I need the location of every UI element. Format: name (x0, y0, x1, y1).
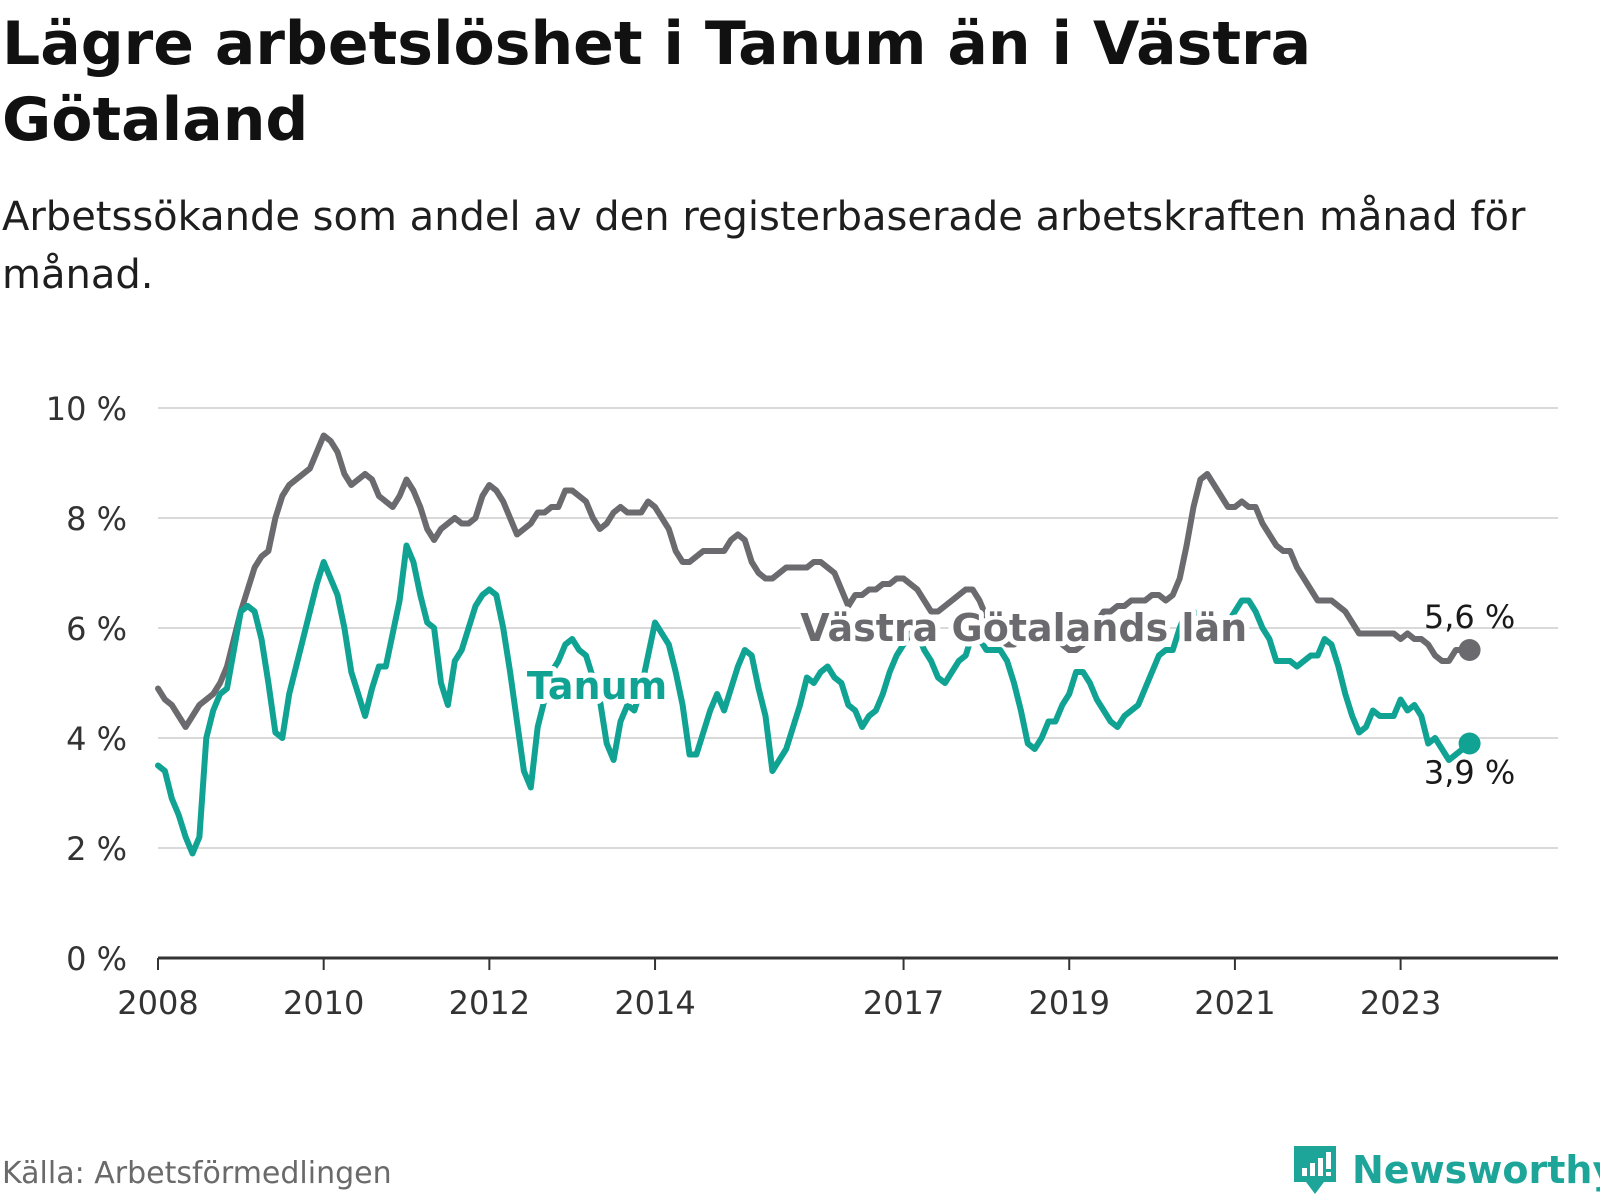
x-tick-label: 2008 (117, 984, 198, 1022)
series-line-tanum (155, 542, 1473, 857)
series-label-vg: Västra Götalands län (800, 606, 1247, 650)
x-tick-label: 2012 (449, 984, 530, 1022)
end-label-vg: 5,6 % (1424, 598, 1515, 636)
series-labels: 5,6 % 3,9 % Tanum Västra Götalands län (522, 598, 1515, 792)
brand-logo[interactable]: Newsworthy (1290, 1142, 1600, 1198)
x-tick-label: 2014 (614, 984, 695, 1022)
y-tick-label: 10 % (46, 390, 127, 428)
end-point-vg (1458, 639, 1481, 661)
x-tick-label: 2019 (1029, 984, 1110, 1022)
x-tick-label: 2021 (1194, 984, 1275, 1022)
chart-title: Lägre arbetslöshet i Tanum än i Västra G… (2, 9, 1312, 155)
line-chart: 0 % 2 % 4 % 6 % 8 % 10 % 2008 2010 2012 2014 2017… (46, 390, 1558, 1022)
end-point-tanum (1458, 732, 1481, 755)
y-axis: 0 % 2 % 4 % 6 % 8 % 10 % (46, 390, 127, 978)
y-tick-label: 2 % (66, 830, 127, 868)
y-tick-label: 0 % (66, 940, 127, 978)
x-axis: 2008 2010 2012 2014 2017 2019 2021 2023 (117, 956, 1558, 1022)
end-label-tanum: 3,9 % (1424, 754, 1515, 792)
chart-subtitle: Arbetssökande som andel av den registerb… (2, 194, 1526, 298)
y-tick-label: 8 % (66, 500, 127, 538)
x-tick-label: 2017 (863, 984, 944, 1022)
source-note: Källa: Arbetsförmedlingen (2, 1156, 392, 1191)
newsworthy-logo-icon (1294, 1146, 1336, 1194)
series-lines (155, 432, 1481, 857)
brand-name: Newsworthy (1352, 1148, 1600, 1192)
x-tick-label: 2010 (283, 984, 364, 1022)
series-label-tanum: Tanum (527, 664, 667, 708)
series-line-vg (155, 432, 1473, 730)
y-tick-label: 4 % (66, 720, 127, 758)
x-tick-label: 2023 (1360, 984, 1441, 1022)
y-tick-label: 6 % (66, 610, 127, 648)
